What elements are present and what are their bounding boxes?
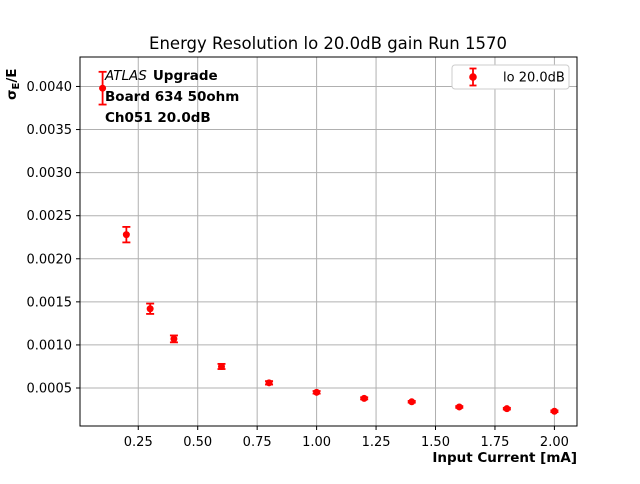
y-tick-label: 0.0030 [27,166,73,181]
annotation-line-2: Board 634 50ohm [105,89,239,105]
annotation-line-3: Ch051 20.0dB [105,110,211,126]
x-tick-label: 0.50 [183,435,212,450]
data-point [360,394,369,402]
annotation: ATLAS Upgrade Board 634 50ohm Ch051 20.0d… [104,68,239,126]
y-tick-label: 0.0040 [27,80,73,95]
y-axis-label-rest: /E [4,68,20,82]
data-marker [265,379,273,387]
data-marker [217,362,225,370]
y-tick-label: 0.0005 [27,382,73,397]
x-tick-label: 1.00 [302,435,331,450]
y-tick-label: 0.0015 [27,295,73,310]
x-tick-label: 1.25 [362,435,391,450]
errorbar-series [98,70,559,415]
data-point [455,403,464,411]
data-marker [99,84,107,92]
data-point [502,405,511,413]
annotation-experiment: ATLAS [104,68,147,84]
y-axis-label: σE/E [4,68,22,100]
data-marker [146,305,154,313]
plot-frame [79,56,578,427]
grid-lines [80,57,577,426]
legend-label: lo 20.0dB [503,71,565,86]
y-axis-label-subscript: E [11,82,22,89]
x-tick-label: 0.25 [124,435,153,450]
x-tick-label: 2.00 [540,435,569,450]
data-point [146,302,155,315]
x-tick-label: 1.50 [421,435,450,450]
x-tick-label: 0.75 [243,435,272,450]
data-marker [455,403,463,411]
data-point [169,334,178,344]
legend-errorbar-marker-icon [469,67,477,87]
y-tick-label: 0.0010 [27,338,73,353]
data-point [122,225,131,244]
annotation-upgrade: Upgrade [153,68,218,84]
y-tick-label: 0.0035 [27,123,73,138]
legend-box [451,64,570,90]
data-point [265,379,274,387]
data-marker [550,407,558,415]
data-marker [408,398,416,406]
x-axis-label: Input Current [mA] [432,450,577,466]
axis-ticks: 0.25 0.50 0.75 1.00 1.25 1.50 1.75 2.00 0.0005 0.… [27,80,569,450]
data-marker [503,405,511,413]
chart-title: Energy Resolution lo 20.0dB gain Run 157… [149,34,507,53]
data-marker [122,231,130,239]
data-point [550,407,559,415]
data-point [217,362,226,370]
y-axis-label-sigma: σ [4,89,20,100]
y-tick-label: 0.0025 [27,209,73,224]
data-marker [313,388,321,396]
data-marker [360,394,368,402]
y-tick-label: 0.0020 [27,252,73,267]
legend: lo 20.0dB [451,64,570,90]
x-tick-label: 1.75 [480,435,509,450]
annotation-line-1: ATLAS Upgrade [104,68,218,84]
data-point [312,388,321,396]
data-point [98,70,107,106]
data-point [407,398,416,406]
data-marker [170,335,178,343]
